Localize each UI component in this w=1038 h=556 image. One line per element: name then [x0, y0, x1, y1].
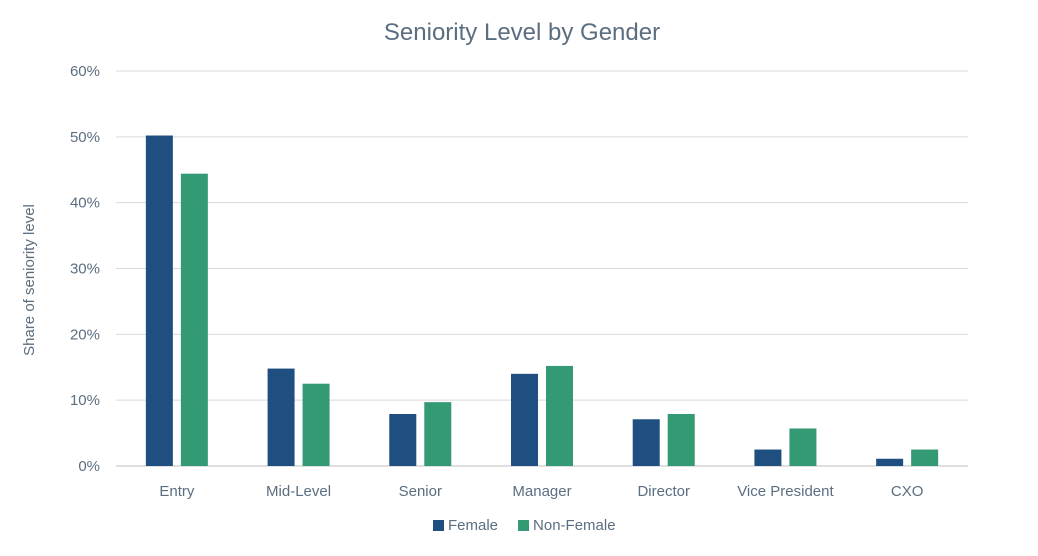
y-tick-label: 50%: [70, 129, 100, 146]
bar-non-female-vice-president: [789, 428, 817, 466]
gridlines: [116, 70, 968, 467]
legend-item-female[interactable]: Female: [433, 517, 498, 534]
bar-female-mid-level: [267, 368, 295, 466]
x-tick-label: Vice President: [737, 483, 834, 500]
bar-female-director: [632, 419, 660, 466]
x-tick-label: CXO: [891, 483, 924, 500]
x-tick-label: Entry: [159, 483, 195, 500]
bar-female-senior: [389, 413, 417, 466]
y-axis-title: Share of seniority level: [21, 204, 38, 356]
legend-item-non-female[interactable]: Non-Female: [518, 517, 616, 534]
x-tick-label: Director: [637, 483, 690, 500]
legend-label: Female: [448, 517, 498, 534]
bars: [145, 135, 939, 466]
legend-swatch: [518, 520, 530, 531]
y-tick-label: 40%: [70, 195, 100, 212]
bar-non-female-cxo: [911, 449, 939, 466]
y-tick-label: 20%: [70, 326, 100, 343]
bar-non-female-senior: [424, 402, 452, 466]
y-tick-label: 30%: [70, 261, 100, 278]
bar-female-manager: [511, 373, 538, 466]
y-tick-label: 0%: [78, 458, 100, 475]
y-tick-label: 60%: [70, 63, 100, 80]
x-tick-label: Senior: [399, 483, 442, 500]
bar-female-entry: [145, 135, 173, 466]
bar-non-female-entry: [180, 173, 208, 466]
bar-non-female-manager: [546, 365, 573, 466]
x-tick-label: Mid-Level: [266, 483, 331, 500]
legend-label: Non-Female: [533, 517, 616, 534]
bar-non-female-director: [667, 413, 695, 466]
y-tick-labels: 0% 10% 20% 30% 40% 50% 60%: [70, 63, 100, 475]
bar-female-vice-president: [754, 449, 782, 466]
chart-title: Seniority Level by Gender: [384, 19, 660, 46]
x-tick-label: Manager: [512, 483, 571, 500]
y-tick-label: 10%: [70, 392, 100, 409]
legend-swatch: [433, 520, 444, 531]
legend[interactable]: Female Non-Female: [433, 517, 616, 534]
bar-female-cxo: [876, 458, 904, 466]
bar-non-female-mid-level: [302, 383, 330, 466]
x-tick-labels: Entry Mid-Level Senior Manager Director Vice …: [159, 483, 923, 500]
